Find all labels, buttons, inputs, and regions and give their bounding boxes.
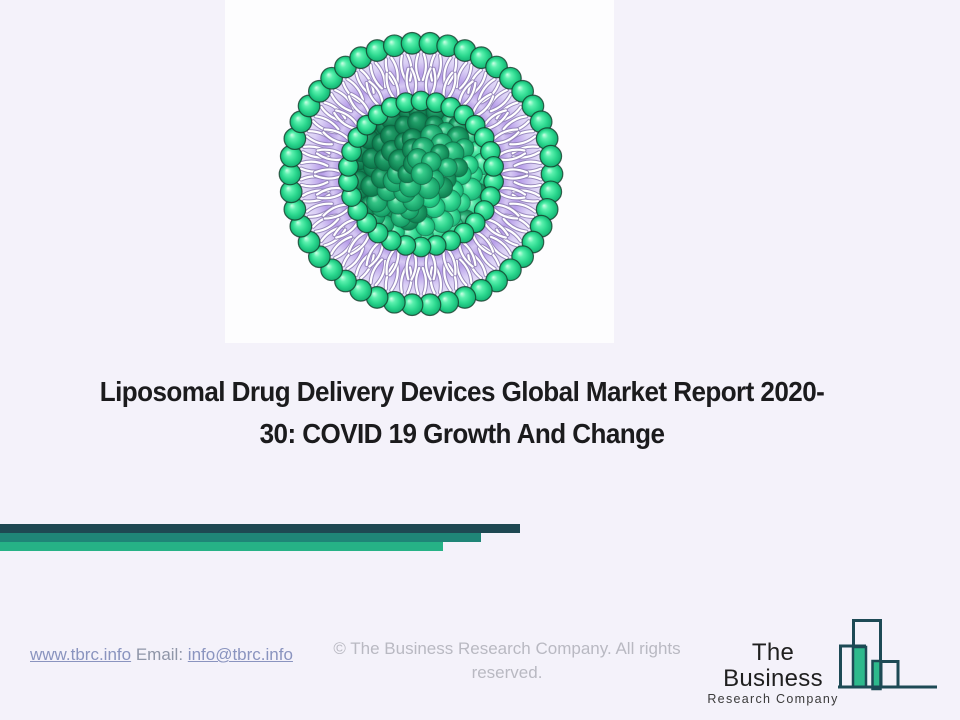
decor-bar bbox=[0, 524, 520, 533]
title-line-1: Liposomal Drug Delivery Devices Global M… bbox=[99, 376, 825, 407]
logo: The Business Research Company bbox=[700, 640, 846, 707]
title-line-2: 30: COVID 19 Growth And Change bbox=[259, 418, 665, 449]
logo-title: The Business bbox=[723, 639, 823, 692]
logo-subtitle: Research Company bbox=[707, 692, 839, 706]
email-link[interactable]: info@tbrc.info bbox=[187, 645, 293, 664]
copyright-text: © The Business Research Company. All rig… bbox=[322, 637, 692, 685]
decor-bar bbox=[0, 533, 481, 542]
footer-contact: www.tbrc.info Email: info@tbrc.info bbox=[30, 645, 293, 665]
decor-bar bbox=[0, 542, 443, 551]
email-label: Email: bbox=[135, 645, 184, 664]
liposome-illustration bbox=[278, 31, 564, 317]
decor-bars bbox=[0, 524, 960, 551]
slide-title: Liposomal Drug Delivery Devices Global M… bbox=[53, 371, 871, 455]
website-link[interactable]: www.tbrc.info bbox=[30, 645, 132, 664]
slide-image-panel bbox=[225, 0, 614, 343]
logo-bar-chart-icon bbox=[838, 619, 937, 691]
copyright-line-2: reserved. bbox=[471, 663, 543, 682]
copyright-line-1: © The Business Research Company. All rig… bbox=[333, 639, 681, 658]
